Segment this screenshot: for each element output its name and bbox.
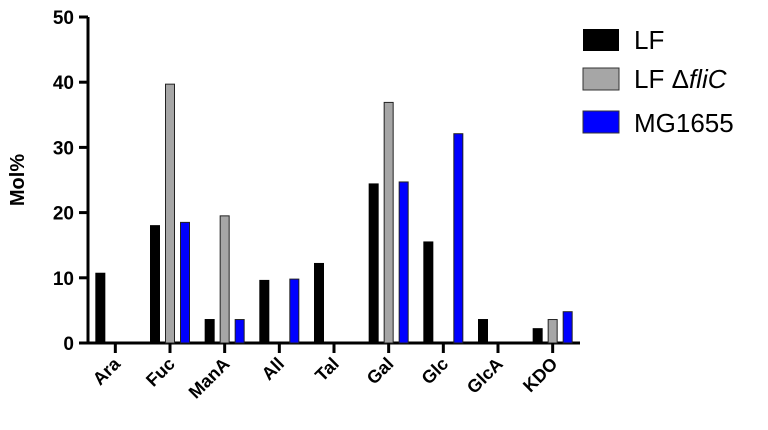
y-tick-label: 40: [53, 73, 74, 94]
legend-swatch-lf: [583, 29, 619, 51]
axes: [86, 17, 580, 345]
bar-fuc-series-0: [150, 225, 160, 344]
y-tick-label: 0: [63, 334, 74, 355]
bars: [95, 83, 573, 344]
y-tick-label: 10: [53, 269, 74, 290]
bar-kdo-series-0: [532, 328, 543, 344]
bar-all-series-0: [259, 279, 270, 344]
bar-glc-series-2: [453, 133, 464, 344]
x-tick-label-glc: Glc: [418, 354, 453, 389]
bar-gal-series-0: [368, 183, 379, 344]
y-tick-label: 20: [53, 204, 74, 225]
legend-swatch-mg1655: [582, 110, 620, 134]
bar-mana-series-2: [234, 319, 245, 344]
y-tick-label: 30: [53, 138, 74, 159]
y-tick-label: 50: [53, 8, 74, 29]
x-tick-labels: Ara Fuc ManA All Tal Gal Glc GlcA KDO: [89, 343, 561, 403]
y-axis-title: Mol%: [7, 154, 29, 206]
legend: LF LF ΔfliC MG1655: [582, 25, 734, 138]
legend-label-mg1655: MG1655: [634, 108, 734, 138]
bar-gal-series-1: [383, 101, 394, 344]
x-tick-label-kdo: KDO: [519, 354, 561, 396]
bar-mana-series-0: [204, 319, 215, 344]
y-ticks: 0 10 20 30 40 50: [53, 8, 88, 355]
bar-gal-series-2: [398, 181, 409, 344]
legend-label-lf-dflic-prefix: LF Δ: [634, 64, 689, 94]
x-tick-label-all: All: [258, 354, 288, 384]
x-tick-label-mana: ManA: [185, 354, 234, 403]
bar-kdo-series-2: [562, 311, 573, 344]
bar-fuc-series-1: [165, 83, 175, 344]
legend-label-lf-dflic-gene: fliC: [689, 64, 727, 94]
legend-label-lf-dflic: LF ΔfliC: [634, 64, 727, 94]
bar-ara-series-0: [95, 272, 106, 344]
legend-label-lf: LF: [634, 25, 664, 55]
x-tick-label-fuc: Fuc: [142, 354, 179, 391]
x-tick-label-tal: Tal: [311, 354, 343, 386]
x-tick-label-gal: Gal: [363, 354, 398, 389]
bar-glca-series-0: [478, 319, 488, 344]
bar-glc-series-0: [423, 241, 434, 344]
bar-mana-series-1: [219, 215, 230, 344]
bar-all-series-2: [289, 278, 300, 344]
x-tick-label-glca: GlcA: [463, 354, 507, 398]
bar-tal-series-0: [314, 262, 324, 344]
legend-swatch-lf-dflic: [582, 67, 620, 91]
x-tick-label-ara: Ara: [89, 353, 125, 389]
bar-kdo-series-1: [547, 319, 558, 344]
bar-fuc-series-2: [180, 221, 190, 344]
